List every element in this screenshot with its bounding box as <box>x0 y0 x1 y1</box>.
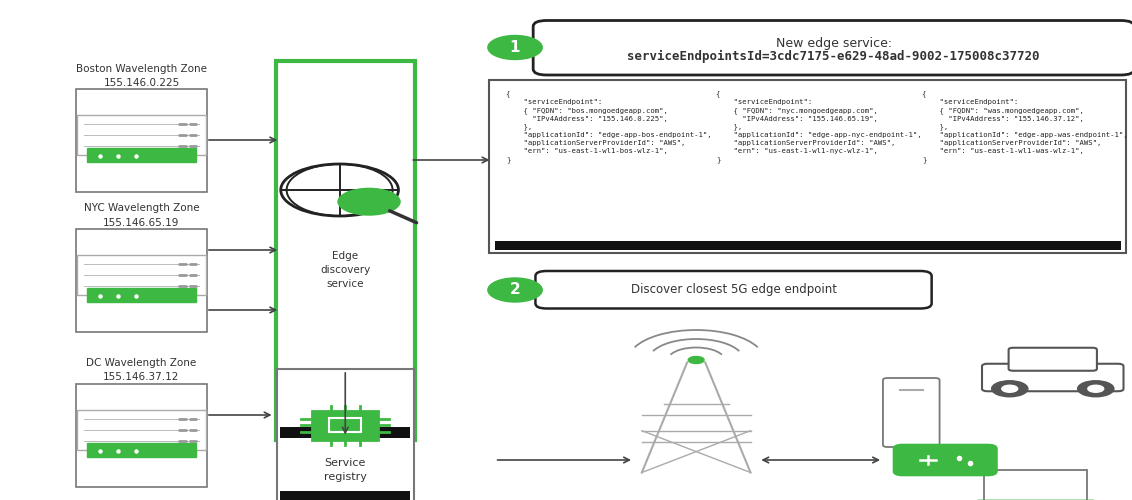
Circle shape <box>992 381 1028 397</box>
Circle shape <box>337 188 401 216</box>
Text: 155.146.65.19: 155.146.65.19 <box>103 218 180 228</box>
Text: {    
    "serviceEndpoint":
    { "FQDN": "bos.mongoedgeapp.com",
      "IPv4Ad: { "serviceEndpoint": { "FQDN": "bos.mong… <box>506 90 712 163</box>
FancyBboxPatch shape <box>533 20 1132 75</box>
FancyBboxPatch shape <box>76 228 207 332</box>
FancyBboxPatch shape <box>489 80 1126 252</box>
FancyBboxPatch shape <box>87 288 196 302</box>
FancyBboxPatch shape <box>276 368 414 500</box>
Text: New edge service:: New edge service: <box>775 37 892 50</box>
Text: serviceEndpointsId=3cdc7175-e629-48ad-9002-175008c37720: serviceEndpointsId=3cdc7175-e629-48ad-90… <box>627 50 1040 63</box>
FancyBboxPatch shape <box>312 410 378 440</box>
FancyBboxPatch shape <box>1009 348 1097 371</box>
Text: NYC Wavelength Zone: NYC Wavelength Zone <box>84 204 199 214</box>
FancyBboxPatch shape <box>883 378 940 447</box>
Text: Edge
discovery
service: Edge discovery service <box>320 251 370 289</box>
FancyBboxPatch shape <box>77 255 206 295</box>
FancyBboxPatch shape <box>535 271 932 308</box>
FancyBboxPatch shape <box>329 418 361 432</box>
Circle shape <box>488 278 542 302</box>
FancyBboxPatch shape <box>984 470 1087 500</box>
FancyBboxPatch shape <box>281 426 410 438</box>
Text: 155.146.0.225: 155.146.0.225 <box>103 78 180 88</box>
FancyBboxPatch shape <box>87 443 196 457</box>
Text: 155.146.37.12: 155.146.37.12 <box>103 372 180 382</box>
FancyBboxPatch shape <box>281 491 410 500</box>
FancyBboxPatch shape <box>77 115 206 155</box>
Circle shape <box>1078 381 1114 397</box>
FancyBboxPatch shape <box>76 88 207 192</box>
FancyBboxPatch shape <box>894 445 996 475</box>
Text: 2: 2 <box>509 282 521 298</box>
Text: Boston Wavelength Zone: Boston Wavelength Zone <box>76 64 207 74</box>
FancyBboxPatch shape <box>495 241 1121 250</box>
Text: {    
    "serviceEndpoint":
    { "FQDN": "nyc.mongoedgeapp.com",
      "IPv4Ad: { "serviceEndpoint": { "FQDN": "nyc.mong… <box>715 90 921 163</box>
Text: {    
    "serviceEndpoint":
    { "FQDN": "was.mongoedgeapp.com",
      "IPv4Ad: { "serviceEndpoint": { "FQDN": "was.mong… <box>923 90 1127 163</box>
FancyBboxPatch shape <box>77 410 206 450</box>
Text: 1: 1 <box>509 40 521 55</box>
FancyBboxPatch shape <box>276 60 414 440</box>
Circle shape <box>688 356 704 364</box>
Text: Discover closest 5G edge endpoint: Discover closest 5G edge endpoint <box>631 284 837 296</box>
Circle shape <box>1088 385 1104 392</box>
Circle shape <box>1002 385 1018 392</box>
Text: DC Wavelength Zone: DC Wavelength Zone <box>86 358 197 368</box>
Circle shape <box>488 36 542 60</box>
FancyBboxPatch shape <box>76 384 207 486</box>
FancyBboxPatch shape <box>87 148 196 162</box>
FancyBboxPatch shape <box>981 364 1123 391</box>
Text: Service
registry: Service registry <box>324 458 367 482</box>
